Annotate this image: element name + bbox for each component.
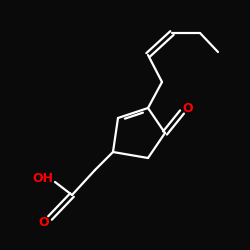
Text: O: O [39,216,49,228]
Text: OH: OH [32,172,54,186]
Text: O: O [183,102,193,116]
